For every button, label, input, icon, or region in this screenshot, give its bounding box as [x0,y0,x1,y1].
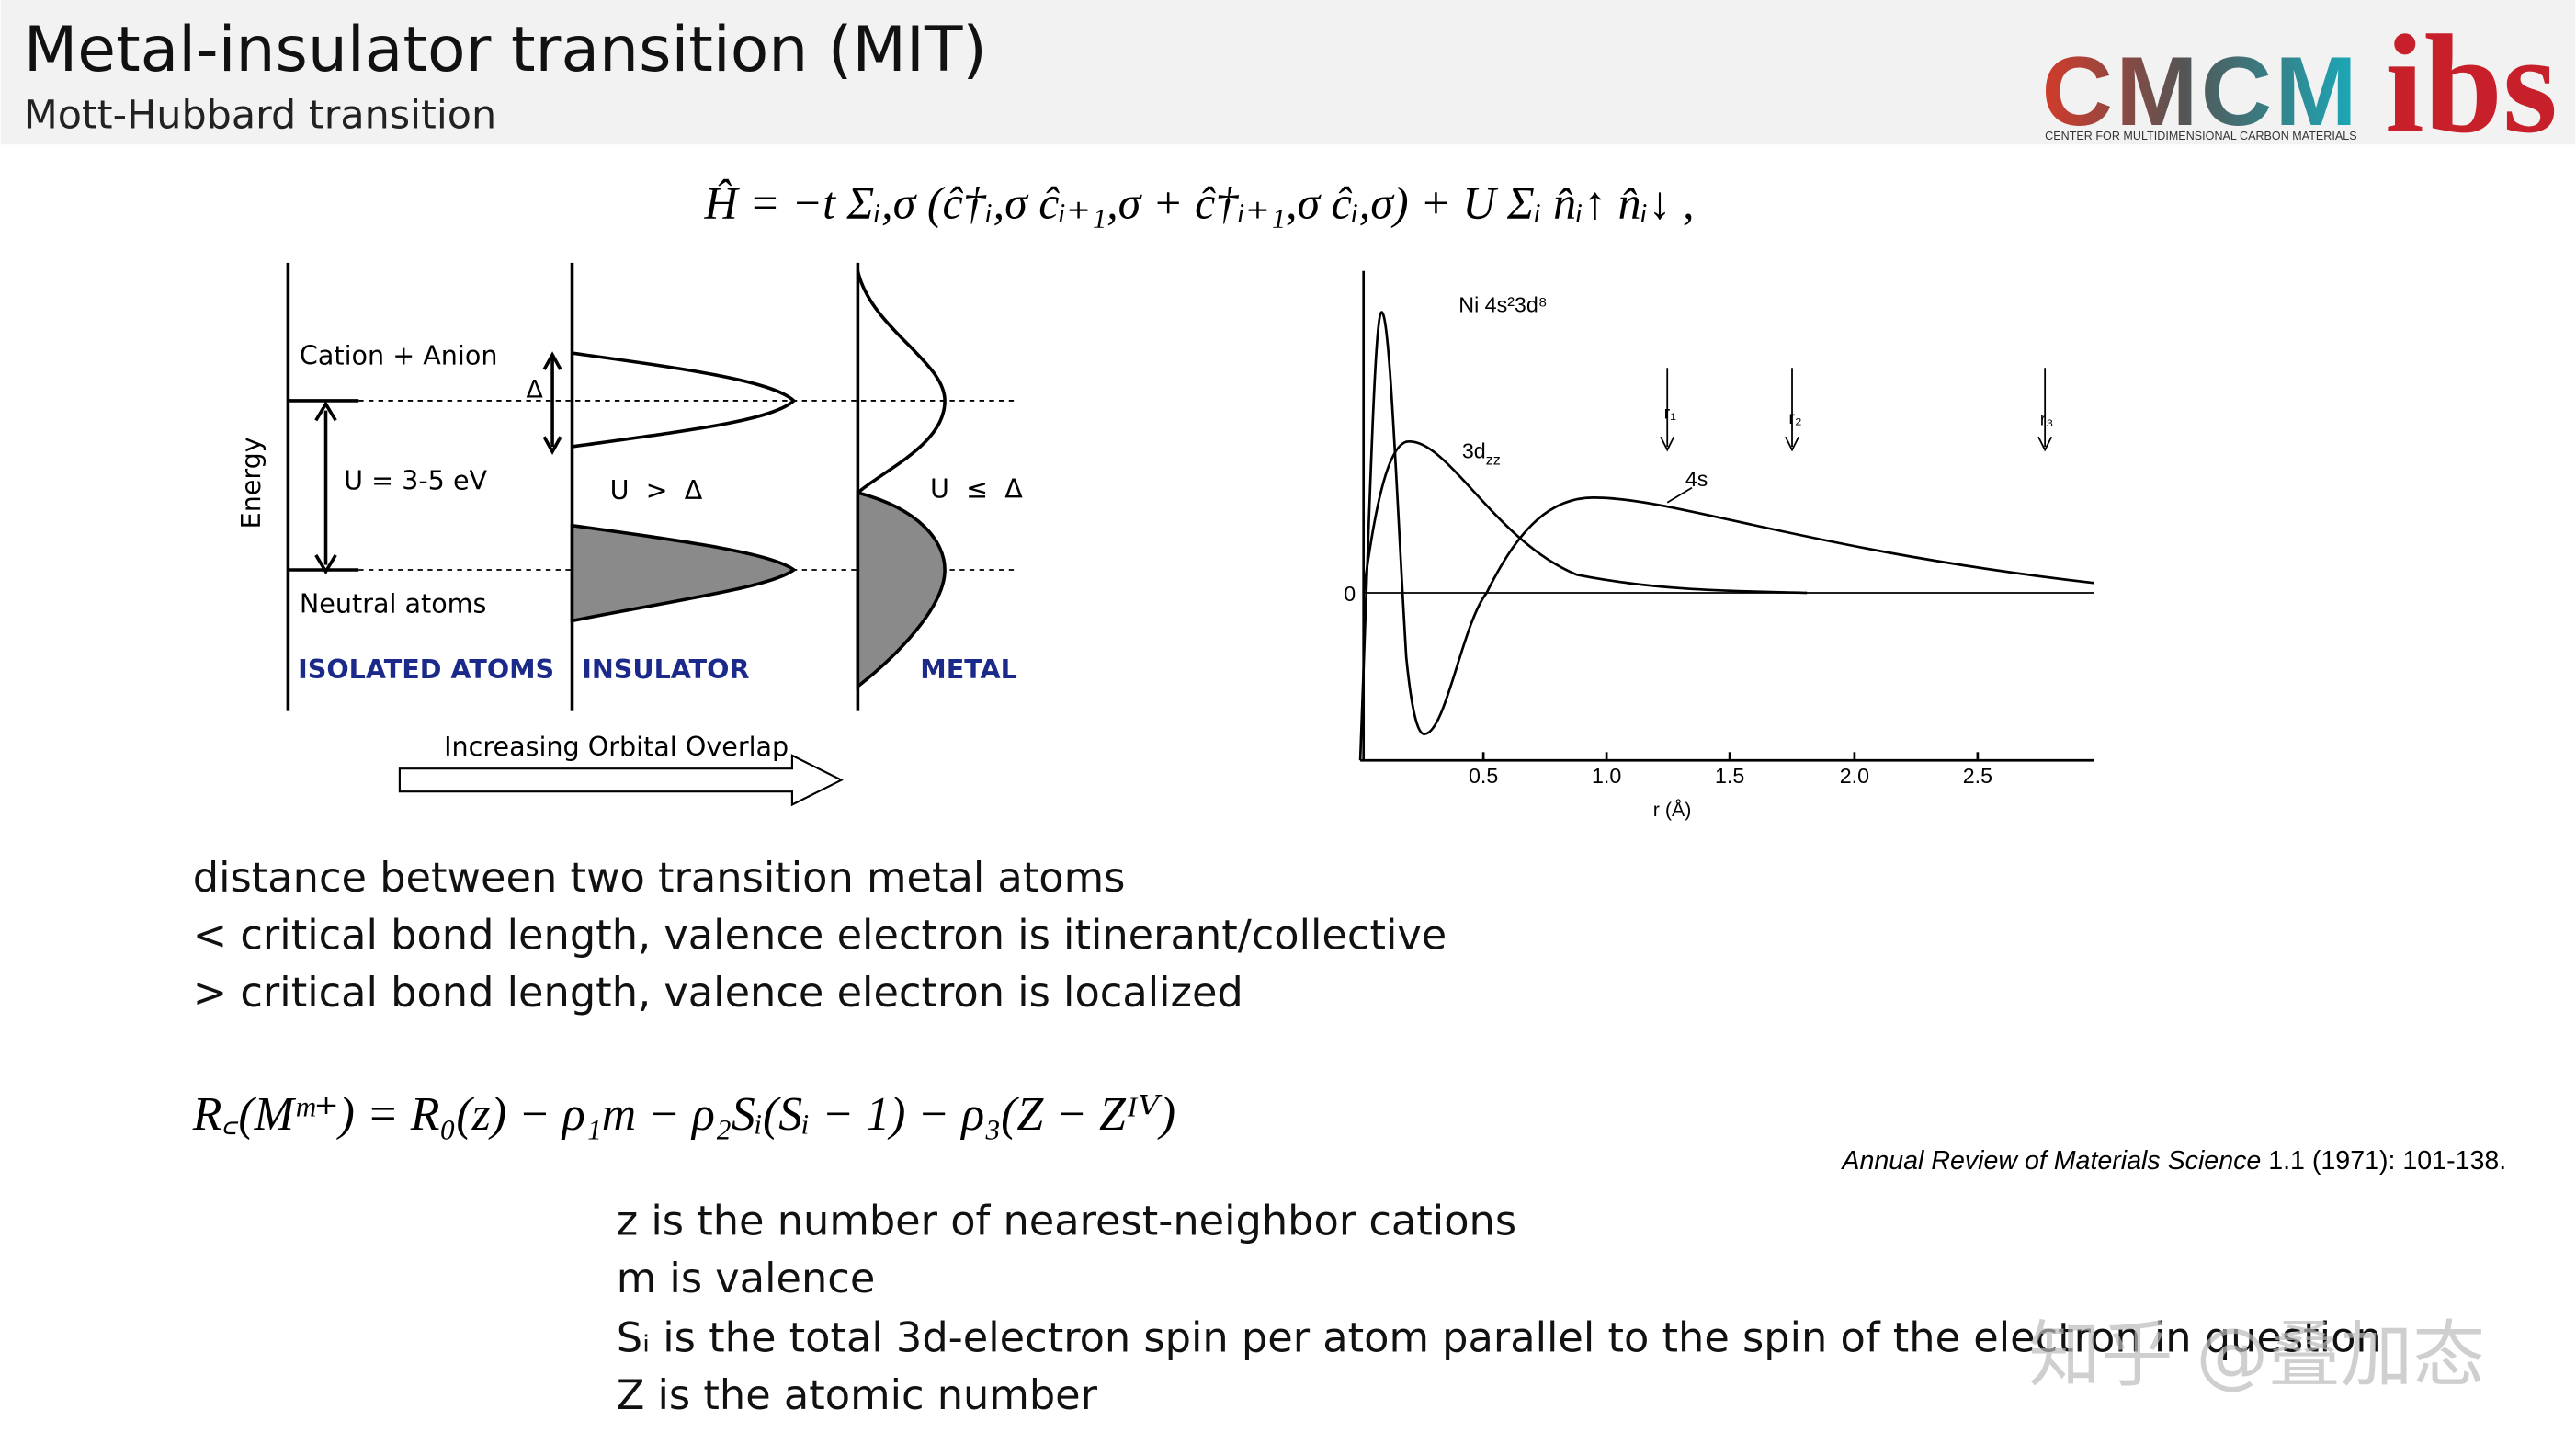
definition: m is valence [617,1255,876,1302]
header-band [0,0,2576,145]
watermark: 知乎 @叠加态 [2028,1313,2485,1397]
definition: z is the number of nearest-neighbor cati… [617,1198,1516,1245]
column-label: ISOLATED ATOMS [298,654,554,685]
definitions: z is the number of nearest-neighbor cati… [617,1198,2382,1419]
x-tick-label: 2.0 [1840,764,1869,788]
marker-label: r₂ [1788,408,1801,428]
title: Metal-insulator transition (MIT) [24,14,987,86]
marker-label: r₃ [2040,410,2054,430]
x-tick-label: 1.0 [1592,764,1621,788]
delta-label: Δ [526,375,543,404]
citation-journal: Annual Review of Materials Science [1840,1146,2261,1176]
statement: distance between two transition metal at… [193,854,1126,902]
gap-label: U = 3-5 eV [344,464,487,495]
condition: U ≤ Δ [930,472,1023,504]
energy-label: Energy [235,437,267,529]
logo-mark: ibs [2385,6,2558,163]
level-label: Neutral atoms [300,587,487,619]
statement: < critical bond length, valence electron… [193,912,1447,960]
x-tick-label: 1.5 [1715,764,1744,788]
plot-title: Ni 4s²3d⁸ [1458,292,1547,316]
arrow-label: Increasing Orbital Overlap [444,731,789,762]
definition: Z is the atomic number [617,1371,1098,1419]
radial-plot [1358,270,2094,762]
curve-label-main: 3d [1462,438,1486,462]
level-label: Cation + Anion [300,340,498,371]
subtitle: Mott-Hubbard transition [24,92,496,138]
x-tick-label: 2.5 [1963,764,1992,788]
statement: > critical bond length, valence electron… [193,969,1243,1017]
curve-label: 4s [1685,467,1708,491]
x-axis-label: r (Å) [1653,799,1692,821]
hamiltonian: Ĥ = −t Σᵢ,σ (ĉ†ᵢ,σ ĉᵢ₊₁,σ + ĉ†ᵢ₊₁,σ ĉᵢ,σ… [704,177,1695,229]
logo-caption: CENTER FOR MULTIDIMENSIONAL CARBON MATER… [2045,130,2356,142]
citation-details: 1.1 (1971): 101-138. [2261,1146,2506,1176]
citation: Annual Review of Materials Science 1.1 (… [1840,1146,2506,1176]
curve-label: 3dzz [1462,438,1501,468]
column-label: INSULATOR [582,654,749,685]
marker-label: r₁ [1664,404,1677,424]
definition: Sᵢ is the total 3d-electron spin per ato… [617,1313,2382,1361]
zero-label: 0 [1344,582,1356,606]
condition: U > Δ [610,474,703,506]
x-tick-label: 0.5 [1469,764,1498,788]
band-diagram [286,262,1019,807]
statements: distance between two transition metal at… [193,854,1447,1017]
curve-label-sub: zz [1486,452,1501,469]
formula: R꜀(Mᵐ⁺) = R₀(z) − ρ₁m − ρ₂Sᵢ(Sᵢ − 1) − ρ… [192,1088,1175,1141]
column-label: METAL [920,654,1017,685]
